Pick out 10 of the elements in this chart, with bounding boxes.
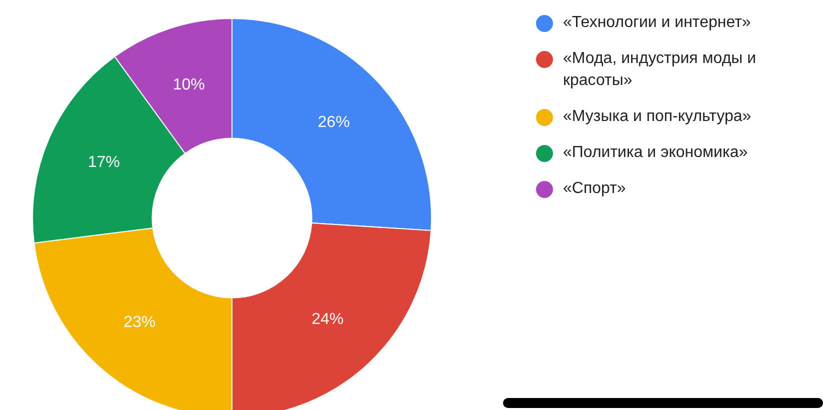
data-label: 17%: [88, 154, 120, 171]
data-label: 26%: [318, 114, 350, 131]
data-label: 23%: [124, 314, 156, 332]
legend-label: «Музыка и поп-культура»: [563, 107, 752, 127]
data-label: 24%: [312, 311, 344, 328]
legend-label: «Спорт»: [563, 179, 626, 199]
data-label: 10%: [172, 76, 205, 94]
legend-label: «Политика и экономика»: [563, 143, 748, 163]
legend-label: «Мода, индустрия моды и красоты»: [563, 49, 758, 91]
legend-label: «Технологии и интернет»: [563, 13, 751, 33]
